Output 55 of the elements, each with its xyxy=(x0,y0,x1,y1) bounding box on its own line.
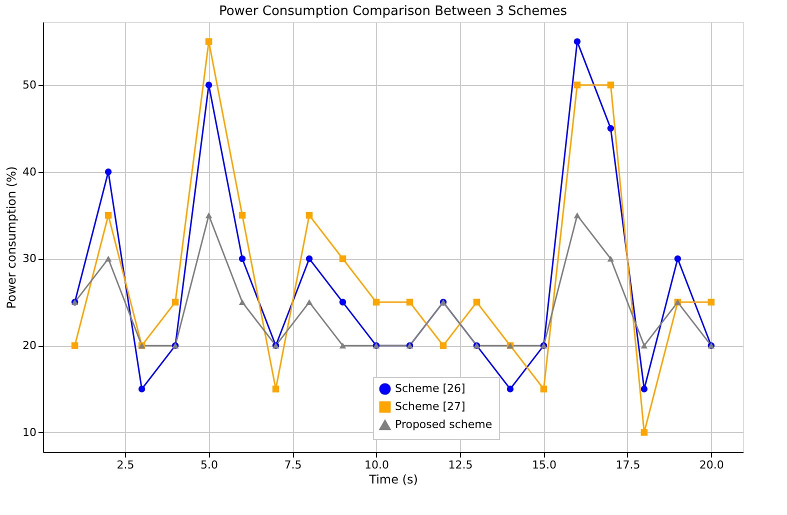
point xyxy=(306,255,313,262)
point xyxy=(306,299,313,306)
point xyxy=(104,212,112,219)
point xyxy=(674,255,682,262)
x-tick-label: 12.5 xyxy=(448,458,473,472)
point xyxy=(339,342,346,348)
y-tick-label: 10 xyxy=(22,426,36,439)
point xyxy=(205,38,212,45)
point xyxy=(104,256,112,262)
point xyxy=(205,212,212,218)
point xyxy=(104,168,112,176)
point xyxy=(172,298,179,306)
point xyxy=(406,298,414,306)
point xyxy=(71,342,78,349)
point xyxy=(640,386,648,392)
y-tick-label: 20 xyxy=(22,339,36,352)
point xyxy=(205,82,212,88)
point xyxy=(306,212,313,219)
point xyxy=(574,82,581,88)
point xyxy=(238,255,246,262)
point xyxy=(574,38,581,45)
point xyxy=(574,212,581,218)
y-tick-label: 50 xyxy=(22,78,36,92)
x-tick-label: 15.0 xyxy=(532,458,556,472)
x-tick-label: 10.0 xyxy=(364,458,390,472)
y-tick-label: 30 xyxy=(22,252,36,266)
x-tick-label: 7.5 xyxy=(284,458,302,472)
point xyxy=(238,212,246,219)
point xyxy=(473,298,480,306)
y-tick-label: 40 xyxy=(22,165,36,178)
legend-label: Proposed scheme xyxy=(395,418,492,431)
point xyxy=(607,256,614,262)
point xyxy=(607,125,614,132)
point xyxy=(238,299,246,306)
point xyxy=(540,386,548,392)
point xyxy=(607,82,614,88)
x-axis-title: Time (s) xyxy=(368,472,418,486)
x-tick-label: 20.0 xyxy=(699,458,724,472)
point xyxy=(708,298,715,306)
legend-label: Scheme [26] xyxy=(395,382,466,395)
legend-label: Scheme [27] xyxy=(395,400,466,413)
point xyxy=(640,429,648,436)
chart-title: Power Consumption Comparison Between 3 Schemes xyxy=(218,4,568,19)
point xyxy=(272,386,280,392)
x-tick-label: 17.5 xyxy=(616,458,640,472)
point xyxy=(440,342,447,349)
point xyxy=(506,386,514,392)
point xyxy=(372,298,380,306)
point xyxy=(138,386,146,392)
y-axis-title: Power consumption (%) xyxy=(4,166,19,309)
point xyxy=(640,342,648,348)
point xyxy=(339,255,346,262)
point xyxy=(339,298,346,306)
x-tick-label: 2.5 xyxy=(116,458,134,472)
x-tick-label: 5.0 xyxy=(200,458,218,472)
